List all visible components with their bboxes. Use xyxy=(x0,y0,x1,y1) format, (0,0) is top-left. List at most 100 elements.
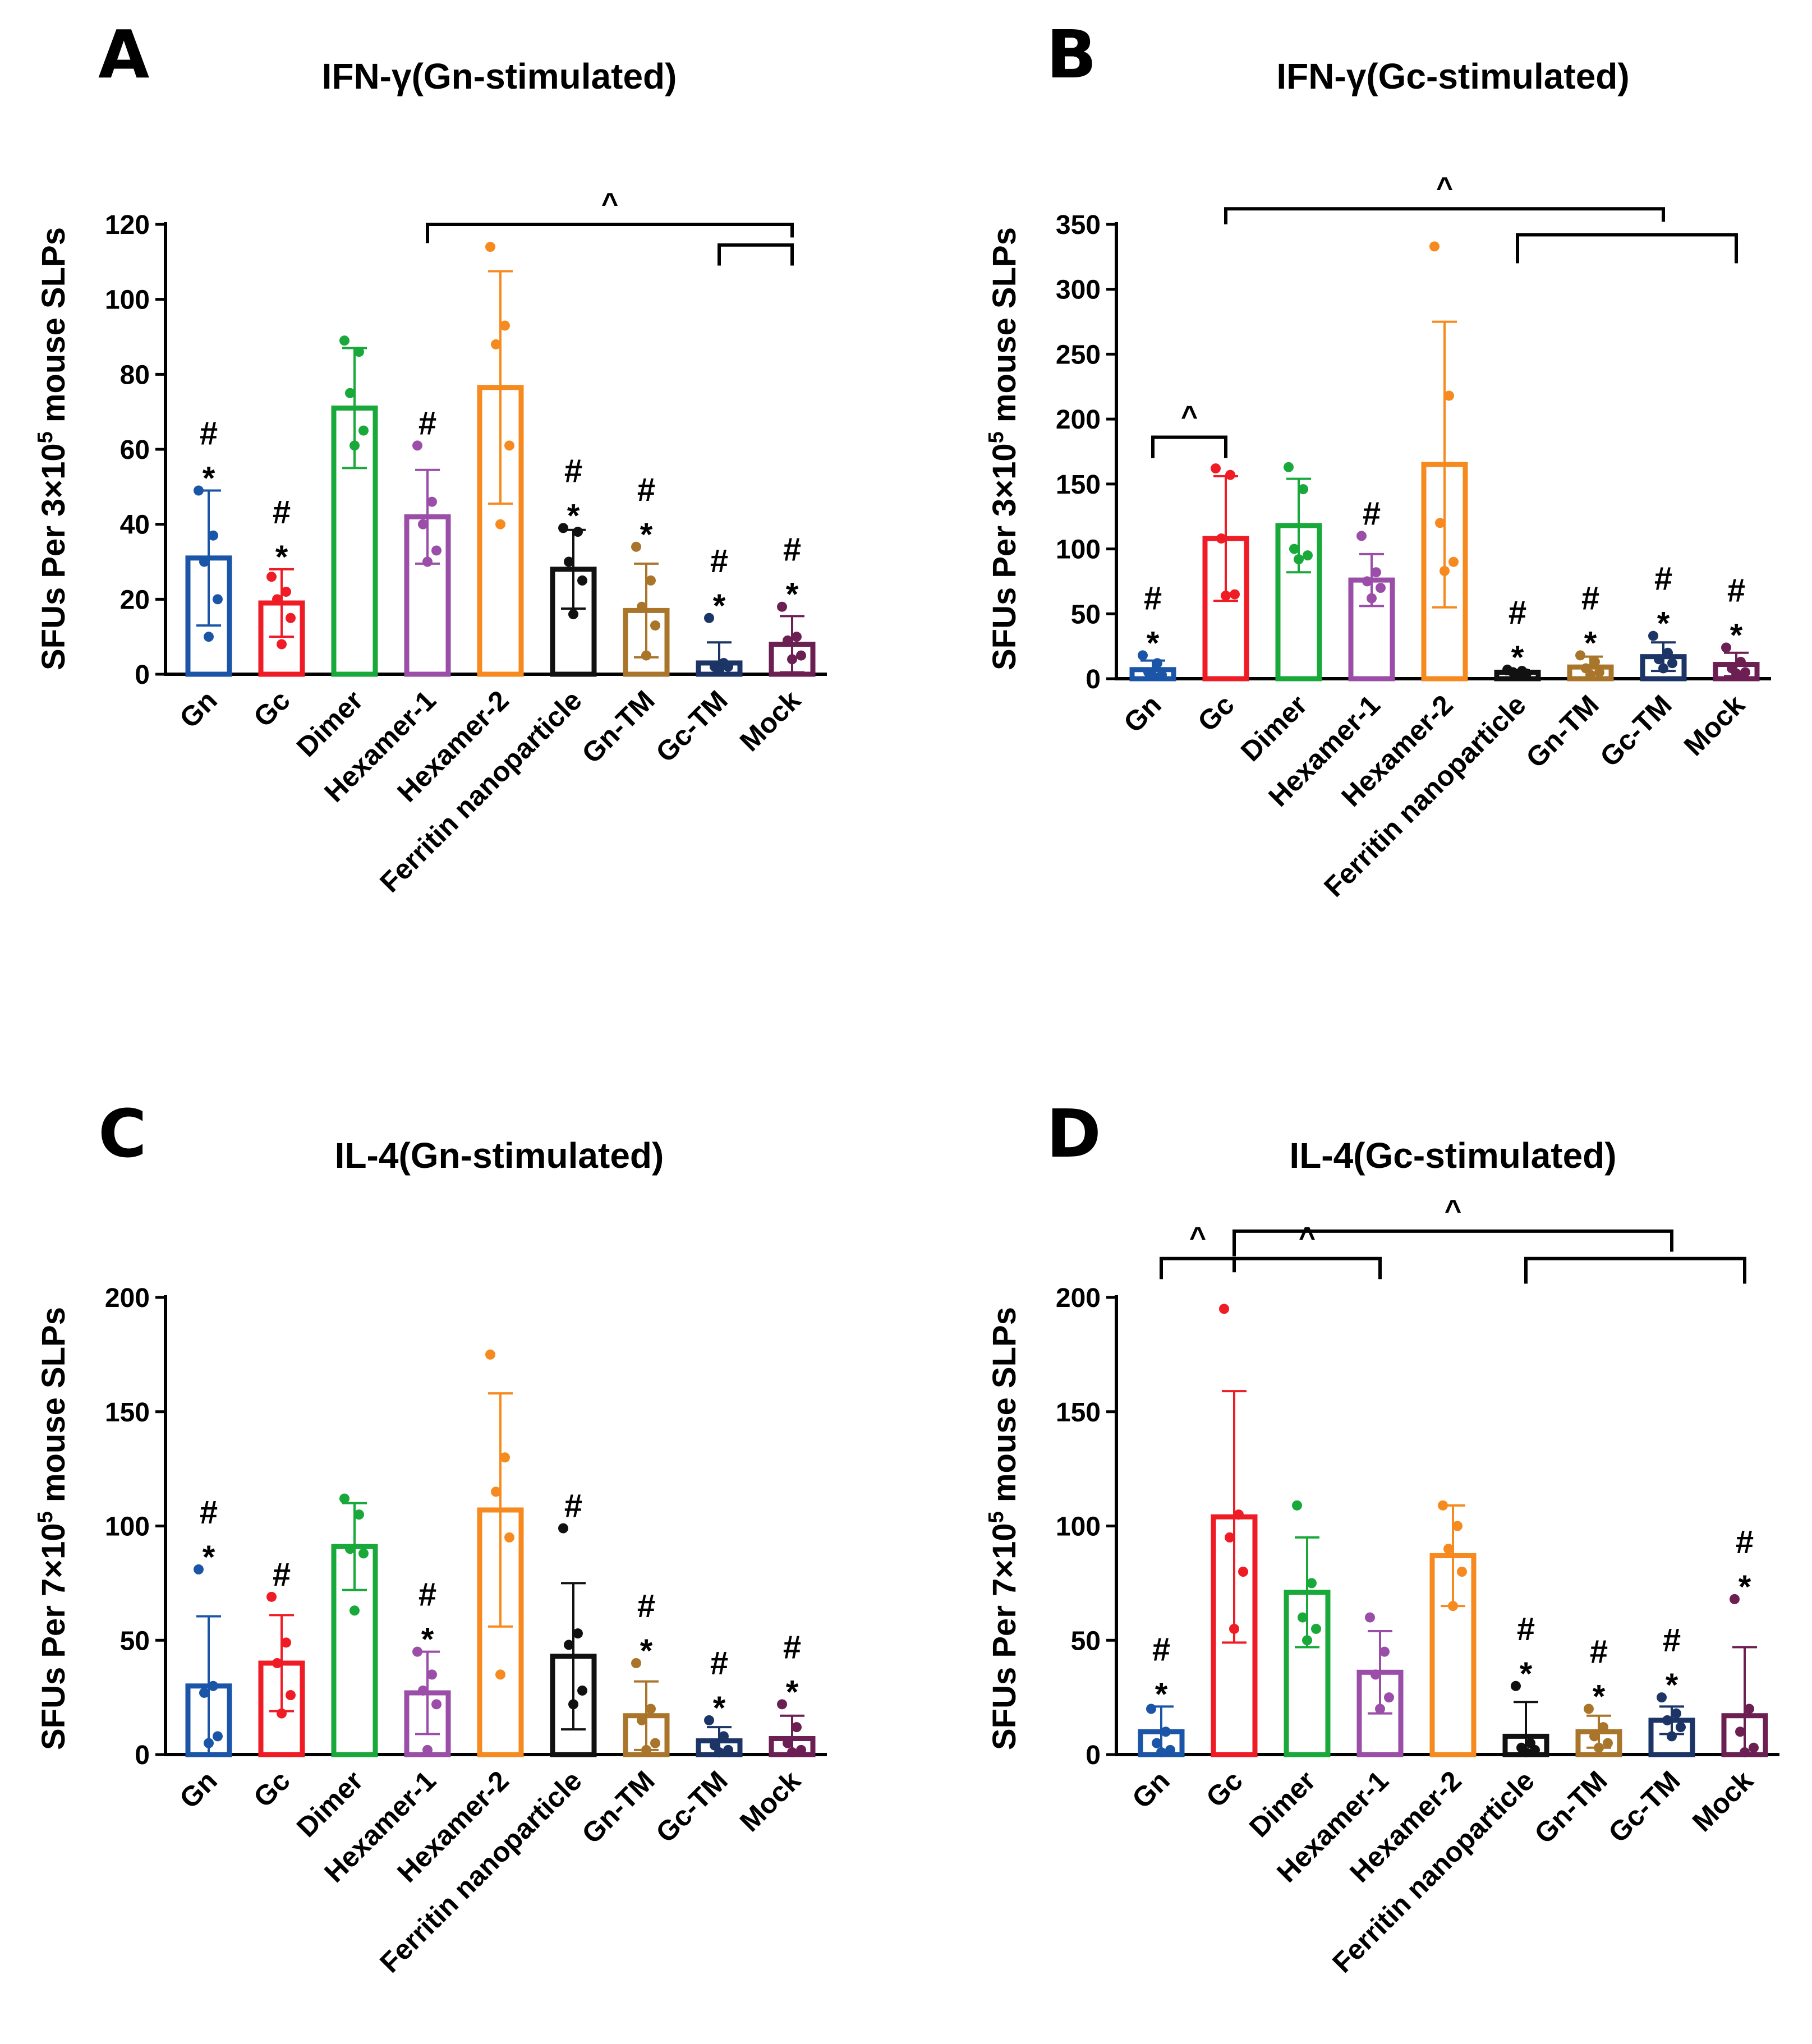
panel-a-significance-mark-gc-tm: * xyxy=(713,588,726,624)
panel-b-point-gn xyxy=(1138,650,1148,661)
panel-b-point-hexamer-1 xyxy=(1362,576,1372,587)
panel-c-point-mock xyxy=(796,1744,806,1755)
panel-c-y-tick-label: 150 xyxy=(105,1398,150,1428)
panel-a-point-mock xyxy=(787,654,797,665)
panel-b-category-label-gn: Gn xyxy=(1117,689,1167,739)
panel-a-significance-mark-ferritin-nanoparticle: # xyxy=(564,453,582,489)
panel-a-significance-mark-hexamer-1: # xyxy=(418,405,436,441)
panel-b-point-gn xyxy=(1157,670,1167,680)
panel-a-point-gc xyxy=(272,594,282,605)
panel-a-point-hexamer-2 xyxy=(495,519,505,530)
panel-b-point-gc-tm xyxy=(1648,630,1658,641)
panel-a-category-label-gc: Gc xyxy=(247,684,296,733)
panel-c-point-hexamer-1 xyxy=(431,1699,441,1710)
panel-d-significance-mark-mock: * xyxy=(1739,1569,1751,1605)
panel-b-point-hexamer-2 xyxy=(1435,518,1445,528)
panel-a-y-axis-label: SFUs Per 3×105 mouse SLPs xyxy=(34,227,72,670)
panel-c-y-axis-label: SFUs Per 7×105 mouse SLPs xyxy=(34,1307,72,1750)
panel-c: C IL-4(Gn-stimulated) SFUs Per 7×105 mou… xyxy=(34,1095,827,1979)
panel-c-y-tick-label: 200 xyxy=(105,1283,150,1313)
panel-a-y-tick-label: 0 xyxy=(135,660,150,690)
panel-d-significance-mark-ferritin-nanoparticle: * xyxy=(1520,1656,1533,1692)
panel-d-y-axis-label: SFUs Per 7×105 mouse SLPs xyxy=(985,1307,1023,1750)
panel-c-significance-mark-gc-tm: # xyxy=(710,1645,728,1682)
panel-d-y-tick-label: 200 xyxy=(1056,1283,1101,1313)
panel-a-point-gn xyxy=(199,556,209,567)
panel-b-y-tick-label: 50 xyxy=(1071,600,1101,629)
panel-c-point-gc xyxy=(266,1591,277,1602)
panel-d-significance-mark-ferritin-nanoparticle: # xyxy=(1517,1611,1535,1647)
panel-a-point-dimer xyxy=(349,440,360,451)
panel-c-significance-mark-gc-tm: * xyxy=(713,1690,726,1727)
panel-d-comparison-bracket xyxy=(1160,1256,1236,1279)
panel-a-significance-mark-mock: * xyxy=(786,577,799,613)
panel-b-point-dimer xyxy=(1294,554,1304,565)
panel-b-point-gc-tm xyxy=(1663,647,1673,658)
panel-a-y-tick-label: 120 xyxy=(105,210,150,240)
panel-a-point-gc-tm xyxy=(714,665,724,676)
panel-d-point-gn-tm xyxy=(1589,1731,1599,1742)
panel-d-point-mock xyxy=(1735,1727,1745,1737)
panel-b-category-label-mock: Mock xyxy=(1678,689,1751,762)
panel-b-point-gc xyxy=(1225,469,1235,480)
panel-c-point-dimer xyxy=(354,1509,364,1520)
panel-d-title: IL-4(Gc-stimulated) xyxy=(1289,1135,1616,1176)
panel-a-point-mock xyxy=(796,650,806,661)
panel-a-point-hexamer-2 xyxy=(485,242,495,252)
panel-c-point-dimer xyxy=(345,1544,355,1554)
panel-a-point-hexamer-2 xyxy=(500,320,510,331)
panel-c-point-gc xyxy=(272,1658,282,1668)
panel-b-point-dimer xyxy=(1289,544,1299,554)
panel-c-significance-mark-gn: # xyxy=(200,1494,218,1531)
panel-a-point-gc xyxy=(286,613,296,623)
panel-a-significance-mark-gn-tm: * xyxy=(640,517,653,553)
panel-b-point-gc xyxy=(1216,533,1226,544)
panel-a-point-ferritin-nanoparticle xyxy=(577,575,587,586)
panel-d-comparison-caret: ^ xyxy=(1299,1222,1316,1254)
panel-letter-a: A xyxy=(98,16,149,93)
panel-b-comparison-bracket xyxy=(1516,233,1738,264)
panel-c-point-hexamer-1 xyxy=(412,1646,422,1657)
panel-b-y-axis-label: SFUs Per 3×105 mouse SLPs xyxy=(985,227,1023,670)
panel-b-significance-mark-mock: # xyxy=(1727,572,1745,609)
panel-c-category-label-gn: Gn xyxy=(173,1765,223,1815)
panel-a-point-dimer xyxy=(339,335,349,346)
panel-c-point-mock xyxy=(787,1747,797,1757)
panel-a-y-tick-label: 40 xyxy=(120,510,150,540)
panel-c-significance-mark-gn: * xyxy=(203,1539,215,1576)
panel-d-point-dimer xyxy=(1311,1623,1321,1634)
panel-d-point-gn xyxy=(1165,1744,1175,1755)
panel-a-significance-mark-gc-tm: # xyxy=(710,543,728,579)
panel-c-point-gc-tm xyxy=(714,1747,724,1757)
panel-d-point-mock xyxy=(1730,1594,1740,1604)
panel-d-point-mock xyxy=(1744,1704,1754,1714)
panel-d-point-hexamer-1 xyxy=(1384,1692,1394,1703)
panel-d-point-gc xyxy=(1225,1532,1235,1543)
panel-c-point-gn xyxy=(194,1564,204,1575)
panel-a-point-ferritin-nanoparticle xyxy=(573,527,583,537)
panel-d-point-hexamer-2 xyxy=(1438,1500,1448,1511)
panel-c-point-gn-tm xyxy=(641,1744,651,1755)
panel-a-point-hexamer-2 xyxy=(504,440,514,451)
panel-d-point-hexamer-2 xyxy=(1443,1544,1454,1554)
panel-c-point-ferritin-nanoparticle xyxy=(577,1685,587,1696)
panel-b-significance-mark-mock: * xyxy=(1730,617,1743,653)
panel-d-category-label-gn-tm: Gn-TM xyxy=(1528,1765,1613,1850)
panel-d-point-gn xyxy=(1156,1747,1166,1757)
panel-b-point-gn-tm xyxy=(1594,667,1604,678)
panel-c-point-gc-tm xyxy=(723,1744,733,1755)
panel-b-point-hexamer-2 xyxy=(1448,556,1459,567)
panel-b-point-dimer xyxy=(1284,462,1294,472)
panel-b-point-mock xyxy=(1740,667,1750,678)
panel-d-point-hexamer-1 xyxy=(1371,1669,1381,1680)
panel-c-y-tick-label: 100 xyxy=(105,1512,150,1542)
panel-a-point-gn-tm xyxy=(646,575,656,586)
panel-a-category-label-gn-tm: Gn-TM xyxy=(576,684,661,770)
panel-a-point-mock xyxy=(783,635,793,646)
panel-a-significance-mark-ferritin-nanoparticle: * xyxy=(567,498,580,534)
panel-d-y-tick-label: 50 xyxy=(1071,1626,1101,1656)
panel-c-point-gn-tm xyxy=(650,1738,660,1748)
panel-b-point-hexamer-2 xyxy=(1429,241,1440,252)
panel-a-point-hexamer-1 xyxy=(427,496,437,507)
panel-d-point-gc-tm xyxy=(1676,1722,1686,1733)
